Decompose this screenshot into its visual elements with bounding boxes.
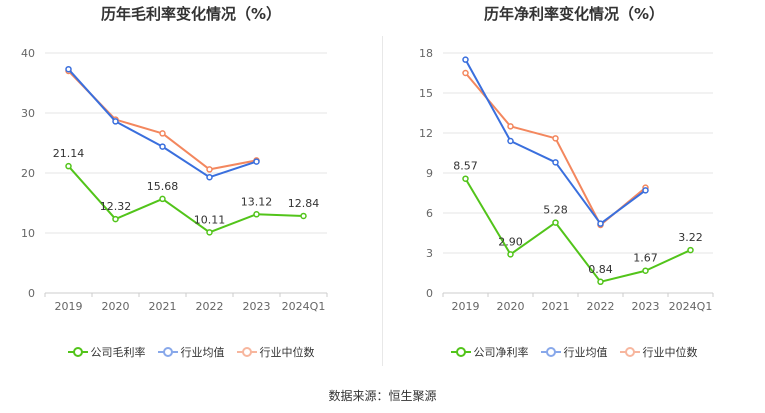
legend-marker-icon (540, 346, 561, 358)
data-label: 12.32 (100, 200, 132, 213)
data-point-industry_median (507, 123, 514, 130)
y-tick-label: 0 (426, 287, 433, 300)
data-point-industry_avg (462, 56, 469, 63)
y-tick-label: 40 (21, 47, 35, 60)
legend-label: 行业中位数 (259, 346, 315, 359)
y-tick-label: 0 (28, 287, 35, 300)
data-label: 21.14 (53, 147, 85, 160)
data-point-industry_avg (507, 137, 514, 145)
series-line-industry_median (67, 70, 257, 171)
data-label: 10.11 (194, 213, 226, 226)
legend-marker-icon (236, 346, 257, 358)
legend: 公司毛利率 行业均值 行业中位数 (0, 344, 382, 360)
data-label: 13.12 (241, 195, 273, 208)
x-tick-label: 2020 (497, 300, 525, 313)
y-tick-label: 18 (419, 47, 433, 60)
data-point-industry_avg (112, 118, 119, 125)
y-tick-label: 30 (21, 107, 35, 120)
data-point-industry_median (552, 135, 559, 142)
legend-marker-icon (450, 346, 471, 358)
chart-title: 历年净利率变化情况（%） (483, 5, 665, 23)
data-point-company (642, 267, 649, 274)
x-tick-label: 2021 (542, 300, 570, 313)
data-point-industry_median (462, 69, 469, 77)
data-label: 1.67 (633, 252, 658, 265)
data-point-industry_avg (206, 173, 213, 181)
panel-divider (382, 36, 383, 366)
legend-marker-icon (157, 346, 178, 358)
gross-margin-chart: 历年毛利率变化情况（%） 0 10 20 30 40 2019 2020 2021 2022 20… (0, 0, 382, 380)
series-line-company (464, 178, 691, 283)
x-tick-label: 2024Q1 (669, 300, 713, 313)
data-point-company (300, 212, 307, 220)
legend-label: 行业均值 (180, 346, 225, 359)
data-point-company (687, 246, 694, 254)
series-line-company (67, 165, 304, 234)
data-label: 2.90 (498, 235, 523, 248)
y-tick-label: 20 (21, 167, 35, 180)
legend-item-industry-avg[interactable]: 行业均值 (157, 344, 225, 360)
legend-marker-icon (619, 346, 640, 358)
data-point-company (597, 278, 604, 286)
x-tick-label: 2019 (452, 300, 480, 313)
legend-label: 行业均值 (563, 346, 608, 359)
data-point-company (552, 219, 559, 226)
y-tick-label: 12 (419, 127, 433, 140)
data-point-industry_avg (253, 158, 260, 165)
data-point-industry_avg (642, 187, 649, 194)
data-label: 12.84 (288, 197, 320, 210)
data-point-company (159, 195, 166, 203)
data-point-company (253, 211, 260, 218)
x-tick-label: 2021 (149, 300, 177, 313)
data-point-company (507, 251, 514, 258)
series-line-industry_median (464, 72, 647, 226)
legend-marker-icon (67, 346, 88, 358)
data-label: 15.68 (147, 180, 179, 193)
data-point-company (206, 229, 213, 236)
data-point-industry_avg (552, 159, 559, 166)
chart-title: 历年毛利率变化情况（%） (100, 5, 282, 23)
legend-label: 公司毛利率 (90, 346, 146, 359)
x-tick-label: 2019 (55, 300, 83, 313)
data-point-industry_avg (159, 143, 166, 150)
data-point-industry_median (159, 130, 166, 137)
series-line-industry_avg (464, 59, 647, 225)
data-source: 数据来源：恒生聚源 (328, 389, 437, 403)
x-tick-label: 2020 (102, 300, 130, 313)
series-line-industry_avg (67, 68, 257, 179)
x-tick-label: 2023 (632, 300, 660, 313)
legend-label: 行业中位数 (642, 346, 698, 359)
y-tick-label: 9 (426, 167, 433, 180)
y-tick-label: 10 (21, 227, 35, 240)
data-label: 3.22 (678, 231, 703, 244)
data-label: 8.57 (453, 160, 478, 173)
y-tick-label: 3 (426, 247, 433, 260)
data-point-industry_avg (597, 220, 604, 227)
legend-item-industry-avg[interactable]: 行业均值 (540, 344, 608, 360)
data-point-industry_avg (65, 65, 72, 73)
data-point-company (112, 215, 119, 223)
x-tick-label: 2022 (587, 300, 615, 313)
data-point-company (65, 162, 72, 170)
net-margin-chart: 历年净利率变化情况（%） 0 3 6 9 12 15 18 2019 2020 2021 2022 2… (383, 0, 765, 380)
x-tick-label: 2023 (243, 300, 271, 313)
gross-margin-plot: 0 10 20 30 40 2019 2020 2021 2022 2023 2024Q1 21.14… (21, 47, 328, 313)
legend-item-company[interactable]: 公司毛利率 (67, 344, 146, 360)
legend-item-company[interactable]: 公司净利率 (450, 344, 529, 360)
legend-label: 公司净利率 (473, 346, 529, 359)
x-tick-label: 2022 (196, 300, 224, 313)
x-tick-label: 2024Q1 (282, 300, 326, 313)
data-point-industry_median (206, 166, 213, 173)
legend-item-industry-median[interactable]: 行业中位数 (236, 344, 315, 360)
y-tick-label: 6 (426, 207, 433, 220)
data-label: 5.28 (543, 204, 568, 217)
data-label: 0.84 (588, 263, 613, 276)
net-margin-plot: 0 3 6 9 12 15 18 2019 2020 2021 2022 2023 2024Q1 8.57… (419, 47, 714, 313)
y-tick-label: 15 (419, 87, 433, 100)
legend-item-industry-median[interactable]: 行业中位数 (619, 344, 698, 360)
data-point-company (462, 175, 469, 182)
legend: 公司净利率 行业均值 行业中位数 (383, 344, 765, 360)
